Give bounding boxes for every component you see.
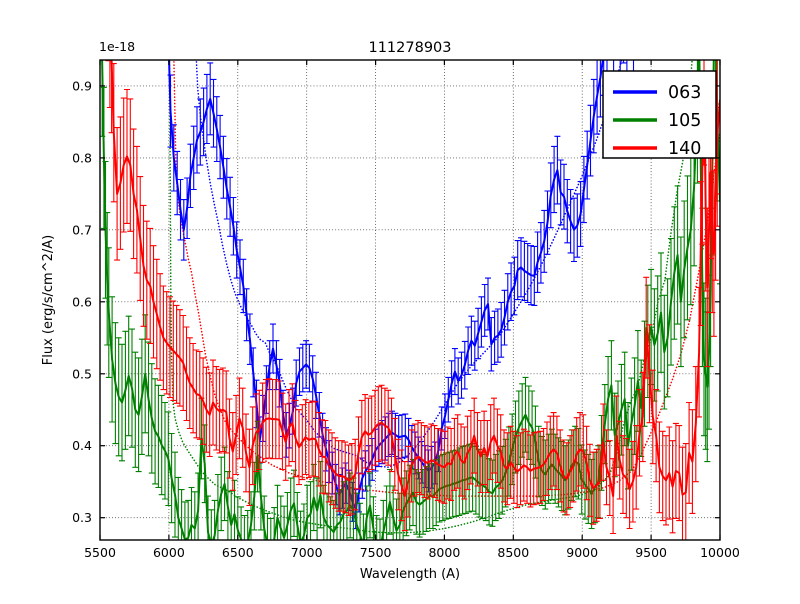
series-line-063: [168, 60, 604, 511]
noise-curve-063-dotted: [195, 60, 623, 469]
legend-label-105: 105: [668, 111, 701, 131]
y-tick-label: 0.5: [72, 366, 92, 381]
legend-label-140: 140: [668, 139, 701, 159]
series-line-140: [110, 60, 720, 498]
y-tick-label: 0.3: [72, 510, 92, 525]
x-axis-label: Wavelength (A): [360, 567, 460, 582]
x-tick-label: 8500: [497, 545, 529, 560]
x-tick-label: 6500: [222, 545, 254, 560]
y-tick-label: 0.4: [72, 438, 92, 453]
x-tick-label: 7500: [360, 545, 392, 560]
x-tick-label: 6000: [153, 545, 185, 560]
series-line-105: [101, 60, 720, 540]
x-tick-label: 10000: [700, 545, 740, 560]
x-tick-label: 9500: [635, 545, 667, 560]
data-series: [100, 60, 720, 540]
chart-title: 111278903: [368, 40, 451, 56]
y-axis-label: Flux (erg/s/cm^2/A): [41, 235, 56, 365]
legend-box: [602, 70, 717, 159]
legend-entries: 063 105 140: [613, 83, 701, 159]
legend: 063 105 140: [602, 70, 717, 159]
legend-label-063: 063: [668, 83, 701, 103]
x-tick-label: 8000: [428, 545, 460, 560]
x-tick-label: 7000: [291, 545, 323, 560]
noise-curve-105-dotted: [168, 60, 693, 534]
y-tick-label: 0.9: [72, 78, 92, 93]
y-tick-label: 0.7: [72, 222, 92, 237]
y-axis-offset-text: 1e-18: [99, 39, 135, 54]
y-tick-label: 0.8: [72, 150, 92, 165]
x-tick-label: 9000: [566, 545, 598, 560]
y-tick-label: 0.6: [72, 294, 92, 309]
tick-marks: [99, 60, 721, 540]
x-tick-label: 5500: [84, 545, 116, 560]
axes-frame: [99, 59, 721, 541]
tick-labels: 5500 6000 6500 7000 7500 8000 8500 9000 9500 1000…: [72, 78, 740, 560]
